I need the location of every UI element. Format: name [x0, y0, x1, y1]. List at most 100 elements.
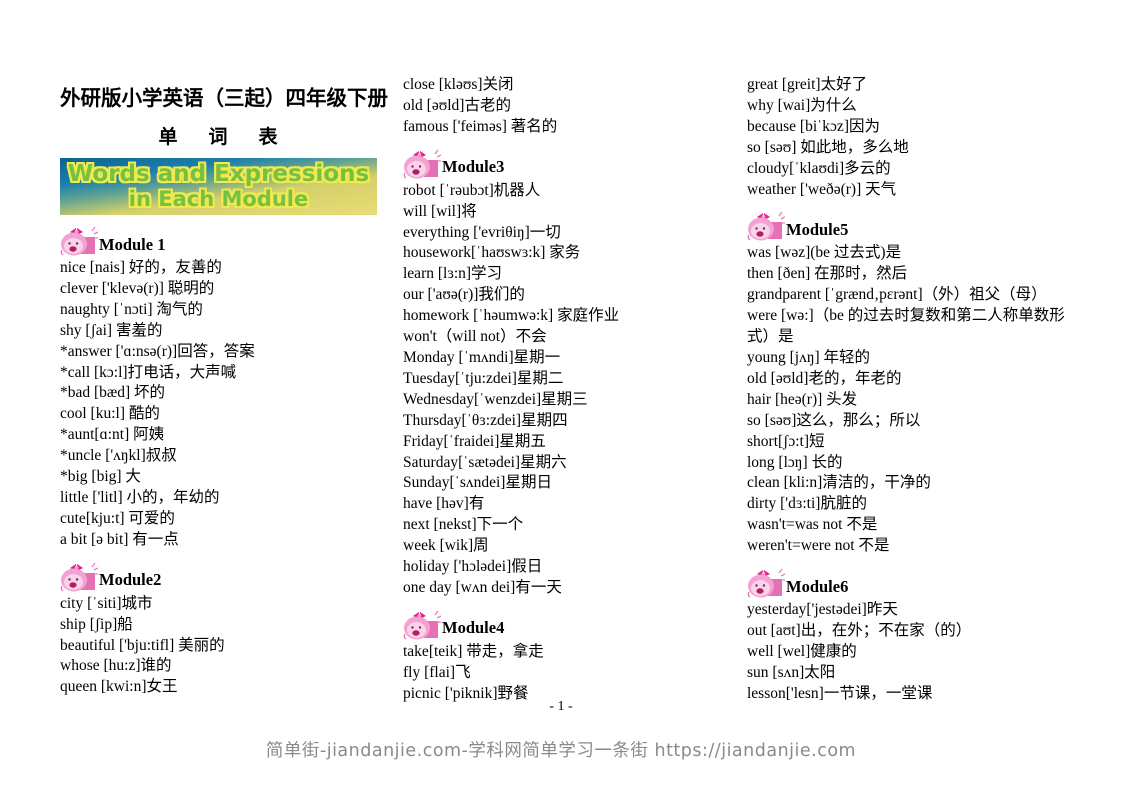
word-entry: short[ʃɔ:t]短: [747, 432, 825, 450]
pig-mascot-icon: [60, 226, 98, 256]
word-entry: Friday[ˈfraidei]星期五: [403, 432, 546, 450]
word-entry: next [nekst]下一个: [403, 516, 524, 534]
word-entry: housework[ˈhaʊswɜ:k] 家务: [403, 244, 581, 262]
word-entry: so [səʊ]这么，那么；所以: [747, 411, 921, 429]
word-entry: was [wəz](be 过去式)是: [747, 244, 902, 262]
word-entry: because [biˈkɔz]因为: [747, 117, 880, 135]
footer-watermark: 简单街-jiandanjie.com-学科网简单学习一条街 https://ji…: [265, 741, 857, 761]
word-entry: week [wik]周: [403, 537, 489, 555]
word-entry: *answer ['ɑ:nsə(r)]回答，答案: [60, 342, 255, 360]
word-entry: out [aʊt]出，在外；不在家（的）: [747, 621, 972, 639]
word-list-column-2: close [kləʊs]关闭 old [əʊld]古老的 famous ['fei…: [403, 75, 735, 705]
word-entry: wasn't=was not 不是: [747, 516, 878, 534]
module-title: Module6: [786, 576, 849, 596]
word-entry: *uncle ['ʌŋkl]叔叔: [60, 447, 177, 465]
word-entry: grandparent [ˈgrænd‚pɛrənt]（外）祖父（母）: [747, 286, 1047, 304]
module-heading: Module2: [60, 560, 382, 592]
word-entry: young [jʌŋ] 年轻的: [747, 348, 871, 366]
column-left: 外研版小学英语（三起）四年级下册 单 词 表 Words and Express…: [60, 75, 388, 698]
word-entry: *big [big] 大: [60, 468, 141, 486]
word-list-column-1: Module 1 nice [nais] 好的，友善的 clever ['klevə…: [60, 224, 382, 698]
word-entry: cloudy[ˈklaʊdi]多云的: [747, 159, 891, 177]
word-entry: *aunt[ɑ:nt] 阿姨: [60, 426, 165, 444]
word-entry: shy [ʃai] 害羞的: [60, 321, 163, 339]
word-entry: fly [flai]飞: [403, 663, 471, 681]
module-title: Module5: [786, 219, 849, 239]
pig-mascot-icon: [60, 562, 98, 592]
word-entry: then [ðen] 在那时，然后: [747, 265, 908, 283]
pig-mascot-icon: [747, 212, 785, 241]
word-entry: little ['litl] 小的，年幼的: [60, 488, 220, 506]
word-entry: everything ['evriθiŋ]一切: [403, 223, 561, 241]
word-entry: robot [ˈrəubɔt]机器人: [403, 181, 541, 199]
module-heading: Module3: [403, 147, 735, 179]
word-entry: beautiful ['bju:tifl] 美丽的: [60, 636, 225, 654]
word-entry: well [wel]健康的: [747, 642, 857, 660]
word-entry: holiday ['hɔlədei]假日: [403, 558, 543, 576]
word-entry: naughty [ˈnɔti] 淘气的: [60, 300, 203, 318]
module-heading: Module4: [403, 608, 735, 640]
pig-mascot-icon: [747, 568, 785, 598]
word-entry: why [wai]为什么: [747, 96, 857, 114]
word-entry: were [wə:]（be 的过去时复数和第二人称单数形式）是: [747, 307, 1065, 346]
word-entry: so [səʊ] 如此地，多么地: [747, 138, 909, 156]
word-entry: cute[kju:t] 可爱的: [60, 509, 175, 527]
word-entry: close [kləʊs]关闭: [403, 76, 514, 93]
word-entry: a bit [ə bit] 有一点: [60, 530, 179, 548]
word-entry: have [həv]有: [403, 495, 485, 513]
word-entry: Wednesday[ˈwenzdei]星期三: [403, 390, 588, 408]
word-entry: take[teik] 带走，拿走: [403, 642, 544, 660]
word-entry: Monday [ˈmʌndi]星期一: [403, 348, 561, 366]
word-entry: queen [kwi:n]女王: [60, 678, 178, 696]
word-entry: long [lɔŋ] 长的: [747, 453, 843, 471]
page-number: - 1 -: [549, 699, 573, 714]
column-middle: close [kləʊs]关闭 old [əʊld]古老的 famous ['fei…: [403, 75, 735, 705]
word-entry: lesson['lesn]一节课，一堂课: [747, 684, 933, 702]
word-entry: dirty ['dɜ:ti]肮脏的: [747, 495, 867, 513]
pig-mascot-icon: [403, 149, 441, 179]
module-title: Module2: [99, 570, 162, 590]
word-entry: our ['aʊə(r)]我们的: [403, 286, 525, 304]
word-entry: clever ['klevə(r)] 聪明的: [60, 279, 215, 297]
word-entry: homework [ˈhəumwə:k] 家庭作业: [403, 307, 620, 325]
word-entry: weather ['weðə(r)] 天气: [747, 180, 897, 198]
module-title: Module4: [442, 618, 505, 638]
page-subtitle: 单 词 表: [158, 127, 284, 148]
word-entry: picnic ['piknik]野餐: [403, 684, 529, 702]
word-entry: Thursday[ˈθɜ:zdei]星期四: [403, 411, 568, 429]
word-entry: whose [hu:z]谁的: [60, 657, 172, 675]
module-title: Module3: [442, 157, 505, 177]
word-entry: famous ['feiməs] 著名的: [403, 117, 558, 135]
module-heading: Module6: [747, 566, 1087, 598]
word-entry: weren't=were not 不是: [747, 537, 890, 555]
word-list-column-3: great [greit]太好了 why [wai]为什么 because [biˈ…: [747, 75, 1087, 705]
column-right: great [greit]太好了 why [wai]为什么 because [biˈ…: [747, 75, 1087, 705]
word-entry: hair [heə(r)] 头发: [747, 390, 858, 408]
word-entry: ship [ʃip]船: [60, 615, 133, 633]
word-entry: old [əʊld]老的，年老的: [747, 369, 902, 387]
banner-text-line2: in Each Module: [128, 186, 309, 211]
word-entry: learn [lɜ:n]学习: [403, 265, 503, 283]
word-entry: city [ˈsiti]城市: [60, 594, 153, 612]
word-entry: sun [sʌn]太阳: [747, 663, 836, 681]
word-entry: yesterday['jestədei]昨天: [747, 601, 898, 619]
word-entry: won't（will not）不会: [403, 328, 547, 346]
module-heading: Module 1: [60, 224, 382, 256]
banner-image: Words and Expressions in Each Module: [60, 158, 377, 215]
word-entry: will [wil]将: [403, 202, 477, 220]
word-entry: cool [ku:l] 酷的: [60, 405, 160, 423]
word-entry: *bad [bæd] 坏的: [60, 384, 166, 402]
word-entry: old [əʊld]古老的: [403, 96, 511, 114]
word-entry: Sunday[ˈsʌndei]星期日: [403, 474, 552, 492]
word-entry: Tuesday[ˈtju:zdei]星期二: [403, 369, 564, 387]
word-entry: *call [kɔ:l]打电话，大声喊: [60, 363, 237, 381]
banner-text-line1: Words and Expressions: [67, 160, 370, 187]
page-title: 外研版小学英语（三起）四年级下册: [60, 88, 388, 110]
word-entry: Saturday[ˈsætədei]星期六: [403, 453, 567, 471]
word-entry: great [greit]太好了: [747, 76, 868, 93]
word-entry: nice [nais] 好的，友善的: [60, 259, 222, 276]
word-entry: clean [kli:n]清洁的，干净的: [747, 474, 931, 492]
pig-mascot-icon: [403, 610, 441, 640]
word-entry: one day [wʌn dei]有一天: [403, 578, 562, 596]
module-title: Module 1: [99, 234, 166, 254]
